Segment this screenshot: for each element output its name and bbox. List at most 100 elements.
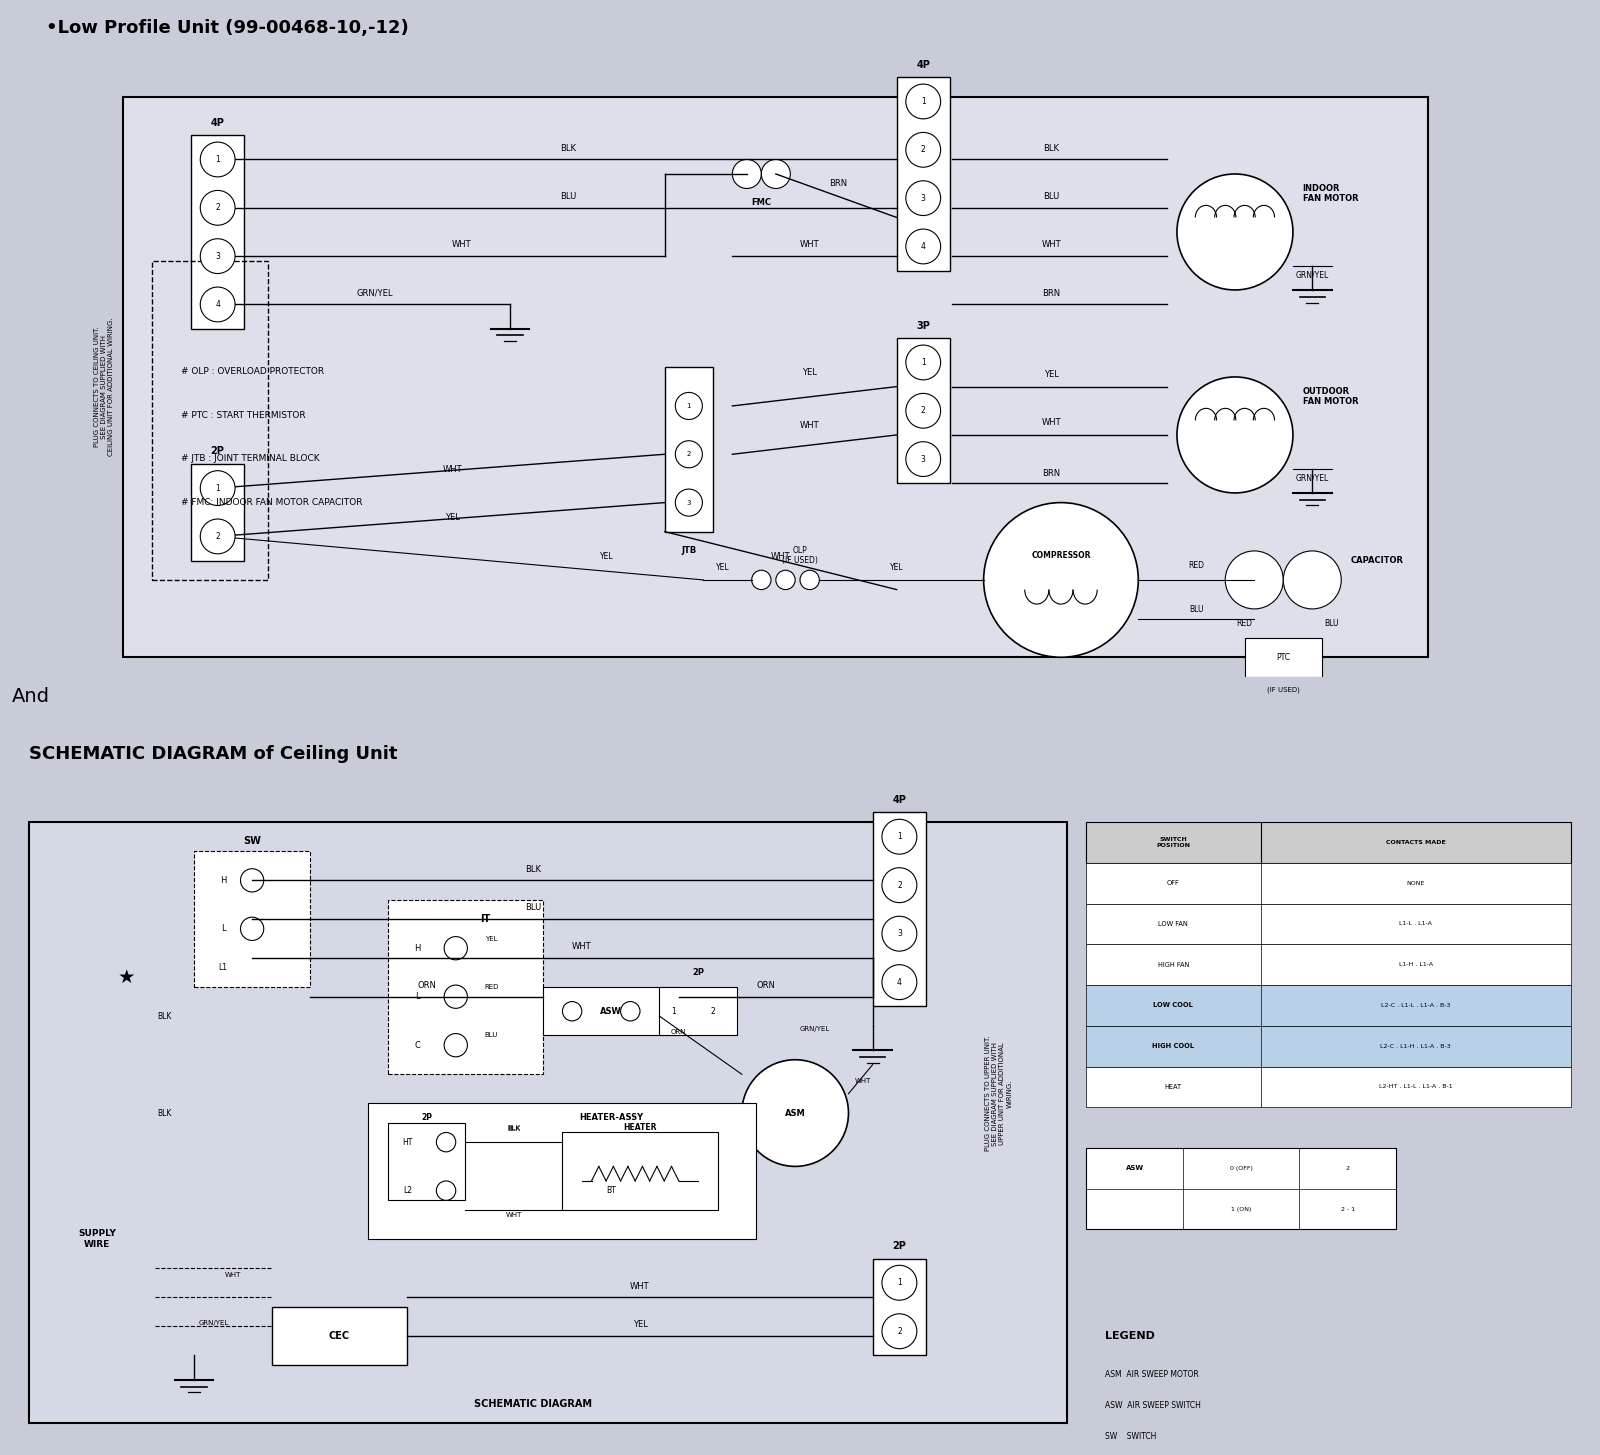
Text: BLK: BLK [1043,144,1059,153]
FancyBboxPatch shape [896,338,950,483]
Circle shape [906,132,941,167]
FancyBboxPatch shape [872,812,926,1007]
Text: ASW  AIR SWEEP SWITCH: ASW AIR SWEEP SWITCH [1106,1401,1202,1410]
Text: WHT: WHT [573,943,592,952]
Text: CONTACTS MADE: CONTACTS MADE [1386,840,1446,845]
Text: 2P: 2P [421,1113,432,1122]
Circle shape [1178,377,1293,493]
Text: (IF USED): (IF USED) [1267,687,1299,693]
Circle shape [445,1033,467,1056]
Text: GRN/YEL: GRN/YEL [198,1320,229,1327]
FancyBboxPatch shape [123,96,1429,658]
Text: OLP
(IF USED): OLP (IF USED) [782,546,818,566]
Text: BLU: BLU [1189,605,1203,614]
Text: WHT: WHT [442,464,462,473]
FancyBboxPatch shape [659,986,738,1036]
Text: HEATER: HEATER [624,1123,656,1132]
Circle shape [733,160,762,189]
Text: And: And [13,687,50,707]
Circle shape [240,869,264,892]
Circle shape [563,1001,582,1021]
Text: 1: 1 [898,1279,902,1288]
Text: WHT: WHT [1042,240,1061,249]
Text: RED: RED [485,984,499,989]
Text: WHT: WHT [854,1078,872,1084]
Text: CAPACITOR: CAPACITOR [1350,556,1403,565]
Text: # FMC: INDOOR FAN MOTOR CAPACITOR: # FMC: INDOOR FAN MOTOR CAPACITOR [181,498,363,506]
Text: 3: 3 [920,194,926,202]
Circle shape [762,160,790,189]
Text: PTC: PTC [1277,653,1290,662]
Text: 2: 2 [216,533,221,541]
Circle shape [445,937,467,960]
Text: CEC: CEC [330,1331,350,1342]
Text: SCHEMATIC DIAGRAM: SCHEMATIC DIAGRAM [474,1398,592,1408]
Text: GRN/YEL: GRN/YEL [1296,271,1330,279]
Circle shape [1178,175,1293,290]
Text: ASM  AIR SWEEP MOTOR: ASM AIR SWEEP MOTOR [1106,1371,1200,1379]
Circle shape [437,1132,456,1152]
Text: YEL: YEL [445,514,459,522]
Text: BLK: BLK [158,1109,173,1117]
Text: 2: 2 [686,451,691,457]
Text: YEL: YEL [632,1320,648,1330]
Text: L2-C . L1-H . L1-A . B-3: L2-C . L1-H . L1-A . B-3 [1381,1043,1451,1049]
Text: BLU: BLU [485,1033,498,1039]
Text: PLUG CONNECTS TO UPPER UNIT.
SEE DIAGRAM SUPPLIED WITH
UPPER UNIT FOR ADDITIONAL: PLUG CONNECTS TO UPPER UNIT. SEE DIAGRAM… [986,1036,1013,1151]
Text: 3P: 3P [917,320,930,330]
Text: OUTDOOR
FAN MOTOR: OUTDOOR FAN MOTOR [1302,387,1358,406]
Text: BLU: BLU [1043,192,1059,201]
Text: L2-HT . L1-L . L1-A . B-1: L2-HT . L1-L . L1-A . B-1 [1379,1084,1453,1090]
Text: 2P: 2P [211,447,224,457]
Text: HEAT: HEAT [1165,1084,1182,1090]
Text: ORN: ORN [757,981,776,989]
Text: BLU: BLU [525,904,541,912]
Text: FMC: FMC [752,198,771,207]
Circle shape [882,819,917,854]
Text: IT: IT [480,914,490,924]
FancyBboxPatch shape [1086,944,1571,985]
Text: L: L [221,924,226,933]
Circle shape [800,570,819,589]
Text: 4: 4 [216,300,221,308]
Text: L1: L1 [219,963,227,972]
Text: WHT: WHT [1042,418,1061,428]
Circle shape [906,84,941,119]
Text: YEL: YEL [802,368,818,377]
Text: HT: HT [402,1138,413,1147]
FancyBboxPatch shape [194,851,310,986]
Text: 2: 2 [898,880,902,889]
Text: 2: 2 [898,1327,902,1336]
Text: NONE: NONE [1406,880,1426,886]
Text: 1 (ON): 1 (ON) [1230,1206,1251,1212]
Text: SWITCH
POSITION: SWITCH POSITION [1157,837,1190,848]
FancyBboxPatch shape [190,464,245,560]
Text: YEL: YEL [600,551,613,560]
Text: 2: 2 [1346,1165,1350,1171]
Text: JTB: JTB [682,546,696,556]
FancyBboxPatch shape [1086,822,1571,863]
Text: HEATER-ASSY: HEATER-ASSY [579,1113,643,1122]
Text: 1: 1 [216,483,221,493]
Text: BLK: BLK [507,1126,520,1132]
Text: GRN/YEL: GRN/YEL [357,288,394,298]
Text: 4: 4 [920,242,926,250]
Circle shape [200,519,235,554]
FancyBboxPatch shape [872,1259,926,1356]
Circle shape [621,1001,640,1021]
Text: WHT: WHT [506,1212,522,1218]
Text: WHT: WHT [800,420,819,431]
Text: 0 (OFF): 0 (OFF) [1230,1165,1253,1171]
Text: LOW COOL: LOW COOL [1154,1002,1194,1008]
Circle shape [675,441,702,469]
Text: LEGEND: LEGEND [1106,1331,1155,1342]
Circle shape [906,345,941,380]
Text: BRN: BRN [1042,288,1061,298]
Circle shape [445,985,467,1008]
Text: 4: 4 [898,978,902,986]
Circle shape [752,570,771,589]
FancyBboxPatch shape [1245,637,1322,677]
Text: •Low Profile Unit (99-00468-10,-12): •Low Profile Unit (99-00468-10,-12) [46,19,410,38]
Text: BLK: BLK [158,1011,173,1020]
Text: 3: 3 [898,930,902,938]
